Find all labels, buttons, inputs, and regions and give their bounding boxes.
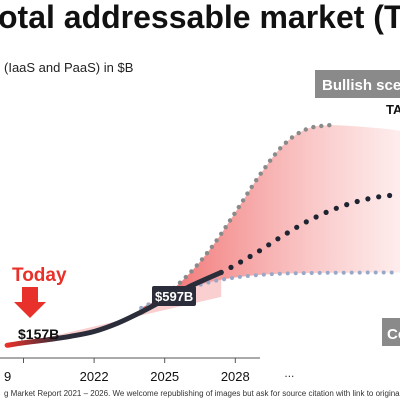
conservative-dot (206, 280, 211, 285)
conservative-dot (373, 270, 378, 275)
conservative-dot (309, 271, 314, 275)
base-dot (247, 253, 253, 260)
bullish-dot (296, 130, 301, 136)
bullish-dot (209, 244, 215, 250)
chart-title: otal addressable market (TAM (0, 0, 400, 35)
conservative-dot (269, 272, 274, 277)
base-dot (303, 219, 309, 225)
end-value-label: $597B (155, 289, 193, 304)
bullish-dot (227, 218, 233, 223)
conservative-dot (214, 278, 219, 283)
bullish-dot (177, 280, 183, 285)
footnote: g Market Report 2021 – 2026. We welcome … (4, 389, 400, 398)
bullish-dot (278, 146, 283, 151)
conservative-dot (230, 276, 234, 280)
bullish-dot (311, 124, 316, 130)
conservative-dot (357, 270, 362, 275)
conservative-dot (333, 270, 338, 275)
base-dot (266, 242, 272, 248)
base-forecast-line (218, 192, 393, 275)
conservative-dot (381, 270, 386, 275)
bullish-dot (214, 238, 219, 243)
bullish-dot (240, 198, 246, 203)
x-tick-label: ... (284, 366, 294, 380)
base-dot (365, 196, 371, 202)
conservative-dot (365, 270, 370, 275)
base-dot (256, 248, 263, 254)
bullish-dot (236, 204, 241, 210)
conservative-dot (301, 271, 306, 276)
x-tick-label: 2022 (80, 369, 109, 384)
base-dot (294, 224, 300, 230)
conservative-dot (222, 277, 227, 282)
today-arrow-icon (14, 287, 46, 318)
base-dot (284, 230, 290, 236)
conservative-dot (317, 270, 322, 275)
tam-label: TA (386, 102, 400, 117)
x-tick-label: 2028 (221, 369, 250, 384)
bullish-dot (272, 152, 278, 157)
bullish-dot (249, 184, 254, 190)
base-dot (354, 198, 360, 205)
base-dot (313, 214, 319, 220)
base-dot (387, 192, 393, 199)
scenario-range-area (141, 125, 400, 311)
base-dot (333, 205, 339, 211)
bullish-dot (254, 178, 259, 183)
today-label: Today (12, 265, 67, 286)
bullish-dot (204, 251, 210, 256)
end-value-box (152, 286, 196, 306)
bullish-scenario-box (315, 70, 400, 98)
bullish-dot (199, 257, 205, 262)
x-tick-label: 9 (4, 369, 11, 384)
bullish-dot (327, 123, 332, 128)
conservative-scenario-box (382, 318, 400, 346)
bullish-dot (219, 231, 224, 236)
base-dot (228, 264, 234, 270)
conservative-dot (245, 274, 250, 278)
bullish-dot (263, 165, 268, 170)
bullish-scenario-label: Bullish sce (322, 77, 400, 94)
bullish-dot (194, 263, 199, 268)
conservative-dot (325, 270, 330, 275)
bullish-dot (289, 135, 295, 140)
conservative-dot (293, 271, 298, 276)
conservative-dot (389, 270, 394, 275)
conservative-scenario-label: Co (387, 326, 400, 343)
base-dot (238, 259, 244, 265)
conservative-dot (277, 271, 282, 276)
conservative-dot (237, 274, 242, 279)
bullish-dot (319, 123, 324, 129)
x-axis-ticks: 9 2022 2025 2028... (4, 358, 294, 384)
bullish-dot (283, 140, 289, 145)
bullish-dot (267, 158, 273, 163)
x-tick-label: 2025 (150, 369, 179, 384)
bullish-dot (258, 171, 263, 176)
base-dot (275, 236, 281, 242)
base-dot (344, 202, 350, 208)
conservative-dot (253, 273, 258, 278)
conservative-dot (285, 271, 290, 276)
chart-subtitle: (IaaS and PaaS) in $B (4, 60, 133, 75)
conservative-dot (349, 270, 354, 275)
bullish-dot (183, 274, 188, 280)
bullish-dot (303, 127, 308, 132)
bullish-dot (223, 225, 228, 230)
base-dot (376, 194, 382, 200)
bullish-dot (245, 191, 250, 196)
start-value-label: $157B (18, 326, 59, 342)
base-dot (323, 209, 329, 215)
bullish-dot (232, 211, 237, 216)
conservative-dot (261, 272, 266, 277)
conservative-dot (341, 270, 346, 275)
bullish-dot (189, 269, 194, 274)
